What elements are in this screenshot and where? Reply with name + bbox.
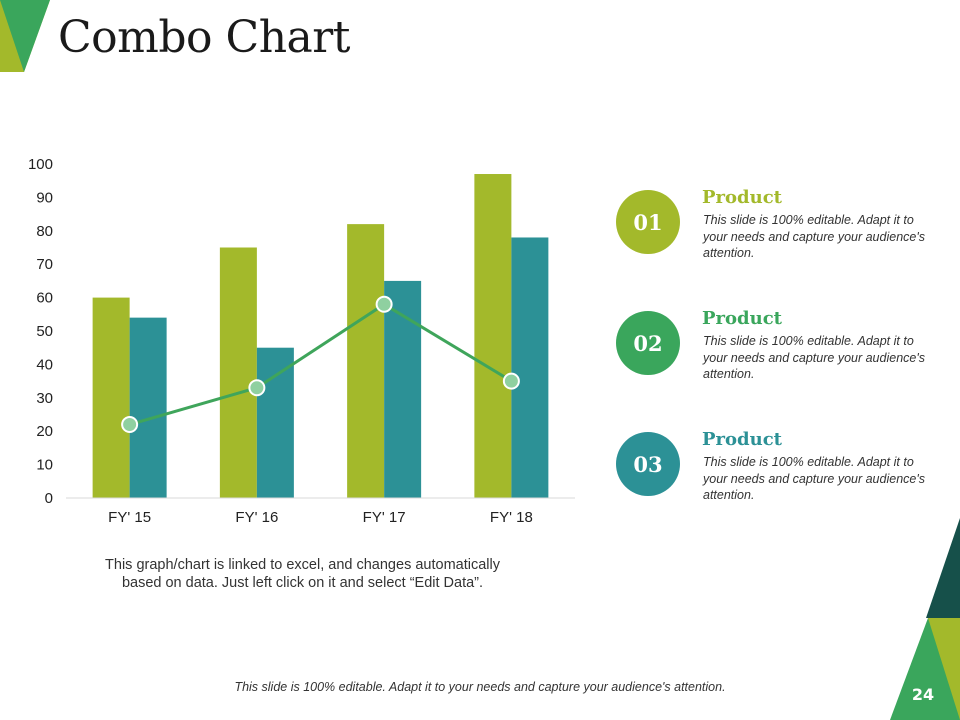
y-tick-label: 10 [36,457,53,474]
y-tick-label: 50 [36,323,53,340]
product-badge-03: 03 [616,432,680,496]
chart-note: This graph/chart is linked to excel, and… [70,556,535,592]
y-tick-label: 90 [36,189,53,206]
product-title-03: Product [702,429,782,450]
chart-note-line-1: This graph/chart is linked to excel, and… [105,557,500,573]
product-title-01: Product [702,187,782,208]
product-description-03: This slide is 100% editable. Adapt it to… [703,455,925,502]
line-point-1[interactable] [121,416,139,434]
slide-title: Combo Chart [58,12,350,63]
product-title-02: Product [702,308,782,329]
bar-1-2[interactable] [219,247,257,499]
corner-decoration-top-left [0,0,50,72]
x-tick-label: FY' 17 [363,509,406,526]
product-description-01: This slide is 100% editable. Adapt it to… [703,213,925,260]
bar-2-2[interactable] [256,347,294,498]
y-tick-label: 60 [36,290,53,307]
bar-1-3[interactable] [347,224,385,498]
product-item-01: 01 Product This slide is 100% editable. … [616,187,946,260]
y-tick-label: 80 [36,223,53,240]
y-tick-label: 70 [36,256,53,273]
page-number: 24 [911,685,935,704]
bar-1-4[interactable] [474,174,512,498]
x-tick-label: FY' 16 [235,509,278,526]
product-badge-01: 01 [616,190,680,254]
line-series [129,302,513,426]
x-tick-label: FY' 15 [108,509,151,526]
line-point-2[interactable] [248,379,266,397]
y-tick-label: 40 [36,356,53,373]
y-tick-label: 30 [36,390,53,407]
line-point-3[interactable] [375,295,393,313]
chart-note-line-2: based on data. Just left click on it and… [121,575,484,591]
product-item-02: 02 Product This slide is 100% editable. … [616,308,946,381]
line-point-4[interactable] [502,372,520,390]
bar-1-1[interactable] [92,297,130,498]
x-tick-label: FY' 18 [490,509,533,526]
product-item-03: 03 Product This slide is 100% editable. … [616,429,946,502]
y-tick-label: 20 [36,423,53,440]
bar-2-1[interactable] [129,317,167,498]
y-tick-label: 0 [45,490,53,507]
product-badge-02: 02 [616,311,680,375]
y-tick-label: 100 [28,156,53,173]
bar-2-3[interactable] [384,280,422,498]
product-description-02: This slide is 100% editable. Adapt it to… [703,334,925,381]
footer-note: This slide is 100% editable. Adapt it to… [234,680,726,694]
bar-2-4[interactable] [511,237,549,499]
